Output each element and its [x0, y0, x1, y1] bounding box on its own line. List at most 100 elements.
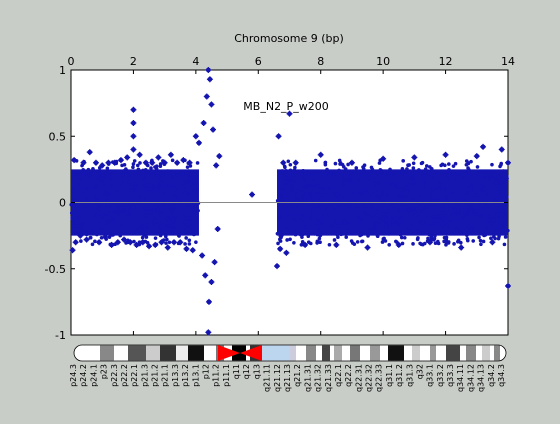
- data-point: [383, 192, 387, 197]
- data-point: [131, 165, 135, 170]
- data-point: [101, 192, 106, 197]
- data-point: [280, 169, 285, 173]
- data-point: [155, 154, 162, 161]
- data-point: [436, 239, 440, 244]
- x-tick-label: 6: [255, 55, 262, 68]
- data-point: [122, 224, 127, 229]
- data-point: [152, 241, 159, 248]
- data-point: [144, 194, 149, 199]
- data-point: [365, 169, 369, 174]
- data-point: [323, 208, 328, 213]
- data-point: [88, 174, 92, 178]
- data-point: [318, 233, 323, 238]
- data-point: [152, 209, 156, 213]
- data-point: [498, 146, 505, 153]
- data-point: [392, 171, 397, 176]
- data-point: [441, 187, 446, 192]
- data-point: [189, 247, 196, 254]
- data-point: [278, 239, 283, 243]
- cytoband-labels: p24.3 p24.2 p24.1 p23 p22.3 p22.2 p22.1 p21.3 p2…: [69, 364, 506, 392]
- data-point: [194, 240, 198, 244]
- data-point: [138, 161, 142, 165]
- data-point: [493, 230, 497, 235]
- data-point: [95, 213, 99, 218]
- data-point: [481, 183, 486, 187]
- data-point: [80, 159, 87, 166]
- data-point: [377, 187, 382, 192]
- data-point: [484, 190, 489, 194]
- data-point: [142, 233, 146, 237]
- cytoband: [100, 345, 114, 361]
- y-tick-label: 0.5: [49, 130, 67, 143]
- data-point: [137, 195, 142, 199]
- data-point: [299, 197, 304, 201]
- data-point: [180, 157, 187, 164]
- data-point: [469, 180, 474, 185]
- data-point: [331, 221, 336, 226]
- data-point: [138, 171, 142, 175]
- data-point: [352, 242, 357, 246]
- data-point: [280, 159, 287, 166]
- data-point: [411, 182, 416, 186]
- cytoband: [466, 345, 476, 361]
- data-point: [185, 216, 190, 221]
- data-point: [503, 235, 508, 239]
- data-point: [496, 189, 500, 194]
- data-point: [346, 162, 350, 167]
- data-point: [503, 220, 507, 224]
- data-point: [483, 226, 488, 231]
- cytoband: [146, 345, 160, 361]
- data-point: [159, 181, 164, 186]
- data-point: [174, 187, 178, 192]
- data-point: [432, 236, 437, 241]
- data-point: [333, 161, 338, 166]
- data-point: [90, 242, 95, 247]
- data-point: [196, 201, 201, 205]
- data-point: [182, 191, 187, 195]
- data-point: [327, 242, 332, 247]
- data-point: [493, 181, 498, 185]
- data-point: [163, 192, 167, 197]
- data-point: [491, 176, 496, 181]
- data-point: [317, 151, 324, 158]
- cytoband-label: p13.2: [181, 364, 190, 387]
- data-point: [411, 154, 418, 161]
- data-point: [143, 213, 147, 218]
- data-point: [203, 93, 210, 100]
- data-point: [297, 219, 302, 224]
- centromere-p-arm: [218, 345, 240, 361]
- data-point: [430, 205, 435, 210]
- data-point: [474, 193, 478, 197]
- data-point: [94, 183, 99, 188]
- data-point: [380, 155, 387, 162]
- data-point: [92, 159, 99, 166]
- data-point: [109, 210, 113, 215]
- data-point: [149, 209, 153, 214]
- data-point: [164, 241, 168, 245]
- data-point: [308, 215, 312, 219]
- data-point: [364, 244, 371, 251]
- data-point: [353, 197, 358, 201]
- data-point: [319, 189, 323, 194]
- data-point: [158, 239, 165, 246]
- data-point: [146, 207, 151, 211]
- data-point: [458, 175, 463, 180]
- data-point: [249, 191, 256, 198]
- data-point: [408, 204, 412, 209]
- data-point: [337, 190, 342, 195]
- data-point: [497, 194, 502, 198]
- heterochromatin-band: [262, 345, 290, 361]
- data-point: [172, 193, 176, 197]
- data-point: [452, 242, 456, 246]
- data-point: [72, 239, 79, 246]
- data-point: [325, 167, 329, 172]
- data-point: [81, 167, 85, 172]
- data-point: [459, 210, 464, 215]
- data-point: [87, 197, 92, 201]
- data-point: [91, 166, 95, 171]
- data-point: [399, 192, 404, 196]
- data-point: [386, 193, 391, 198]
- cytoband-label: q32: [415, 364, 424, 379]
- data-point: [449, 218, 453, 223]
- data-point: [312, 202, 317, 207]
